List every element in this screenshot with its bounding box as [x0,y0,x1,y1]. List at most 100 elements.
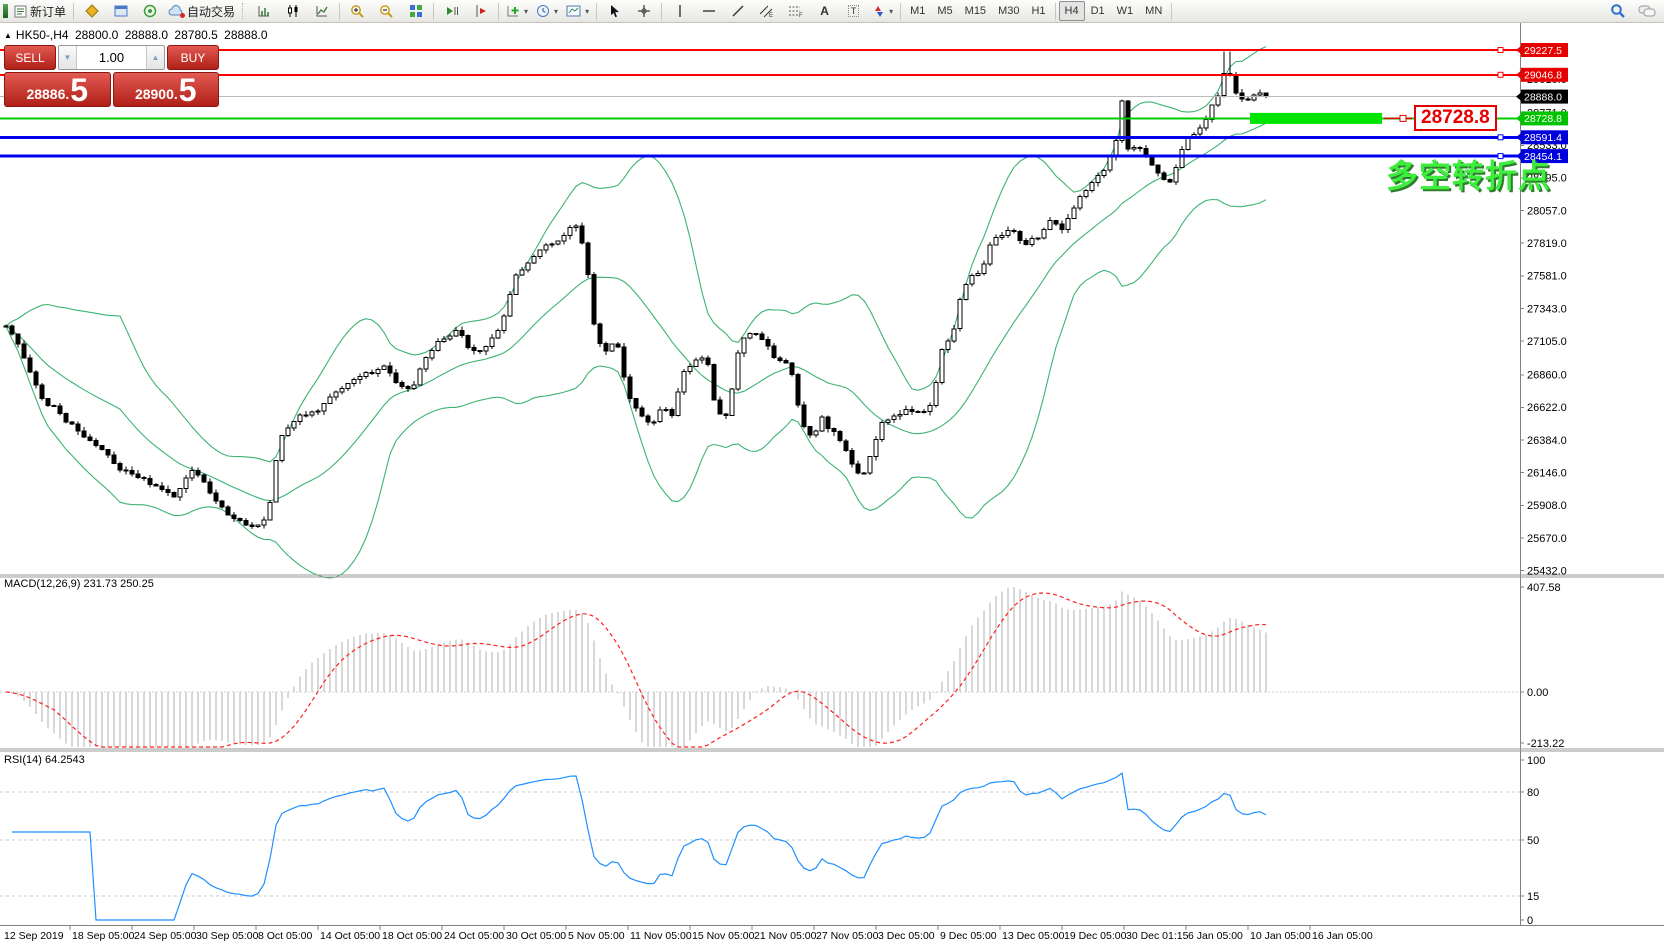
svg-text:14 Oct 05:00: 14 Oct 05:00 [320,930,380,942]
zoom-in-button[interactable] [343,1,372,22]
svg-text:26622.0: 26622.0 [1527,402,1567,414]
trendline-icon [732,5,744,17]
svg-text:80: 80 [1527,787,1539,799]
svg-text:27343.0: 27343.0 [1527,303,1567,315]
separator [1054,2,1056,20]
volume-increase-button[interactable]: ▲ [146,46,164,69]
chart-shift-icon [476,5,486,17]
macd-name: MACD(12,26,9) [4,578,81,590]
volume-decrease-button[interactable]: ▼ [59,46,77,69]
cursor-button[interactable] [600,1,629,22]
timeframe-w1[interactable]: W1 [1116,5,1134,17]
fibonacci-button[interactable]: F [781,1,810,22]
one-click-collapse-icon[interactable]: ▲ [4,31,12,40]
separator [1171,2,1173,20]
svg-text:30 Dec 01:15: 30 Dec 01:15 [1126,930,1189,942]
text-label-button[interactable]: T [839,1,868,22]
periods-button[interactable]: ▾ [532,1,562,22]
symbol-period: HK50-,H4 [15,28,69,42]
chat-button[interactable] [1632,1,1661,22]
svg-text:26384.0: 26384.0 [1527,435,1567,447]
line-chart-button[interactable] [307,1,336,22]
timeframe-mn[interactable]: MN [1145,5,1163,17]
arrows-button[interactable]: ▾ [868,1,897,22]
svg-text:9 Dec 05:00: 9 Dec 05:00 [940,930,997,942]
timeframe-m5[interactable]: M5 [937,5,953,17]
strategy-tester-button[interactable] [135,1,164,22]
sell-price-button[interactable]: 28886. 5 [4,72,111,107]
timeframe-m15[interactable]: M15 [964,5,987,17]
cursor-icon [611,5,620,18]
svg-text:5 Nov 05:00: 5 Nov 05:00 [568,930,625,942]
svg-text:24 Sep 05:00: 24 Sep 05:00 [134,930,197,942]
line-chart-icon [316,6,328,17]
svg-text:30 Oct 05:00: 30 Oct 05:00 [506,930,566,942]
templates-button[interactable]: ▾ [562,1,593,22]
signal-icon [143,4,156,18]
buy-price-main: 28900. [134,86,178,102]
new-order-icon [14,5,27,17]
svg-text:15: 15 [1527,891,1539,903]
timeframe-h4[interactable]: H4 [1058,1,1085,21]
svg-text:50: 50 [1527,835,1539,847]
timeframe-m1[interactable]: M1 [910,5,926,17]
data-window-button[interactable] [106,1,135,22]
sell-button[interactable]: SELL [4,45,56,70]
separator [900,2,902,20]
svg-text:21 Nov 05:00: 21 Nov 05:00 [754,930,817,942]
channel-button[interactable]: E [752,1,781,22]
trendline-button[interactable] [723,1,752,22]
chart-shift-button[interactable] [466,1,495,22]
clock-icon [537,5,550,17]
timeframe-h1[interactable]: H1 [1031,5,1046,17]
separator [596,2,598,20]
autotrading-icon [168,4,186,18]
macd-axis: 407.58 0.00 -213.22 [1520,582,1564,750]
candlestick-chart-button[interactable] [278,1,307,22]
ohlc-close: 28888.0 [224,28,268,42]
timeframe-d1[interactable]: D1 [1090,5,1105,17]
buy-price-button[interactable]: 28900. 5 [112,72,219,107]
highlight-zone[interactable] [1250,112,1382,124]
zoom-in-icon [351,4,364,18]
svg-text:28728.8: 28728.8 [1524,113,1562,125]
rsi-name: RSI(14) [4,754,42,766]
zoom-out-button[interactable] [372,1,401,22]
indicators-icon [507,6,519,17]
dropdown-caret: ▾ [554,6,559,16]
svg-text:E: E [769,13,773,18]
text-tool-button[interactable]: A [810,1,839,22]
macd-signal-line [5,592,1267,748]
indicators-button[interactable]: ▾ [502,1,532,22]
auto-scroll-button[interactable] [437,1,466,22]
horizontal-line-button[interactable] [694,1,723,22]
svg-text:24 Oct 05:00: 24 Oct 05:00 [444,930,504,942]
tile-windows-button[interactable] [401,1,430,22]
svg-text:25432.0: 25432.0 [1527,565,1567,577]
horizontal-level-lines[interactable] [0,47,1520,160]
ohlc-low: 28780.5 [174,28,218,42]
search-button[interactable] [1603,1,1632,22]
svg-text:25908.0: 25908.0 [1527,500,1567,512]
volume-input[interactable] [77,46,146,69]
timeframe-m30[interactable]: M30 [998,5,1020,17]
templates-icon [566,5,581,17]
svg-text:28591.4: 28591.4 [1524,132,1562,144]
price-callout-label[interactable]: 28728.8 [1414,105,1497,131]
crosshair-button[interactable] [629,1,658,22]
svg-text:28454.1: 28454.1 [1524,151,1562,163]
bar-chart-button[interactable] [249,1,278,22]
svg-text:27819.0: 27819.0 [1527,238,1567,250]
buy-button[interactable]: BUY [167,45,219,70]
autotrading-button[interactable]: 自动交易 [164,1,239,22]
main-toolbar: 新订单 自动交易 ▾ ▾ ▾ E F A T ▾ M1 M5 M15 M30 H… [0,0,1664,23]
new-order-label: 新订单 [30,4,67,19]
vertical-line-button[interactable] [665,1,694,22]
marketwatch-button[interactable] [77,1,106,22]
svg-text:28888.0: 28888.0 [1524,91,1562,103]
vertical-line-icon [678,5,681,17]
separator [661,2,663,20]
rsi-indicator-label: RSI(14) 64.2543 [4,754,85,766]
new-order-button[interactable]: 新订单 [10,1,70,22]
